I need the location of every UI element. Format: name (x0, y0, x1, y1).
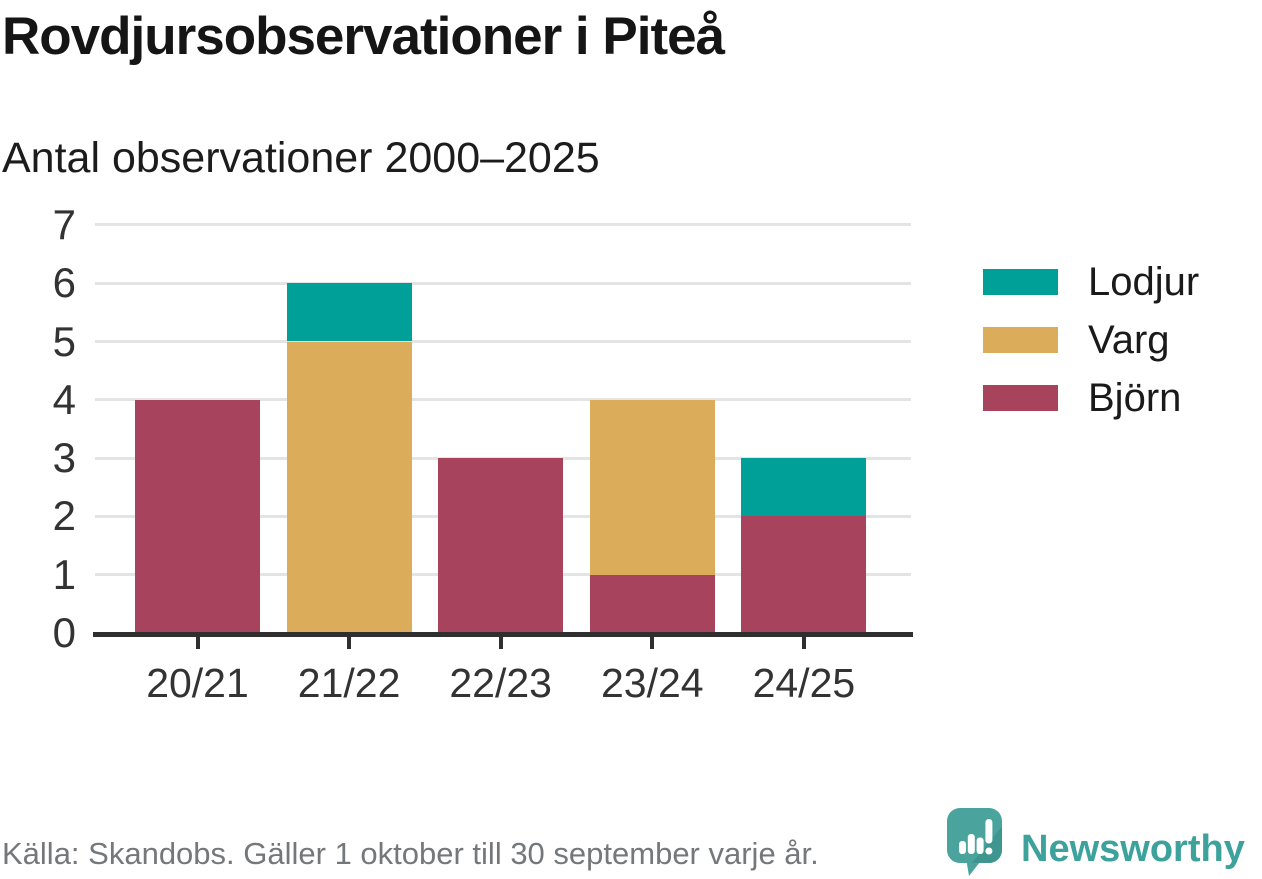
x-axis-tick (801, 636, 806, 649)
gridline (95, 281, 911, 285)
legend-label: Lodjur (1088, 259, 1200, 304)
brand: Newsworthy (946, 806, 1245, 878)
legend-label: Björn (1088, 375, 1182, 420)
chart-title: Rovdjursobservationer i Piteå (2, 7, 725, 66)
x-axis-line (93, 632, 913, 637)
y-axis-tick-label: 6 (52, 259, 76, 307)
x-axis-tick-label: 23/24 (600, 660, 704, 706)
y-axis-tick-label: 4 (52, 375, 76, 423)
legend-label: Varg (1088, 317, 1170, 362)
x-axis-tick (347, 636, 352, 649)
legend-swatch (983, 269, 1058, 295)
x-axis-tick-label: 21/22 (297, 660, 401, 706)
gridline (95, 398, 911, 402)
legend-item-varg: Varg (983, 318, 1199, 362)
y-axis-tick-label: 2 (52, 492, 76, 540)
y-axis-tick-label: 5 (52, 317, 76, 365)
bar-segment-23-24-varg (589, 399, 715, 575)
legend-item-bjrn: Björn (983, 376, 1199, 420)
gridline (95, 340, 911, 343)
bar-segment-22-23-björn (438, 458, 564, 633)
x-axis-tick (498, 636, 503, 649)
bar-segment-21-22-lodjur (286, 283, 412, 342)
bar-segment-21-22-varg (286, 341, 412, 633)
legend-swatch (983, 327, 1058, 353)
brand-wordmark: Newsworthy (1021, 828, 1245, 870)
y-axis-tick-label: 7 (52, 200, 76, 248)
bar-segment-20-21-björn (135, 399, 260, 633)
x-axis-tick (650, 636, 655, 649)
y-axis-tick-label: 3 (52, 434, 76, 482)
chart-subtitle: Antal observationer 2000–2025 (2, 134, 600, 182)
bar-segment-24-25-björn (741, 516, 867, 633)
y-axis-tick-label: 1 (52, 550, 76, 598)
x-axis-tick (195, 636, 200, 649)
source-note: Källa: Skandobs. Gäller 1 oktober till 3… (2, 836, 819, 871)
legend-swatch (983, 385, 1058, 411)
x-axis-tick-label: 22/23 (449, 660, 552, 706)
bar-segment-24-25-lodjur (741, 458, 867, 517)
newsworthy-logo-icon (947, 808, 1002, 876)
x-axis-tick-label: 24/25 (752, 660, 856, 706)
bar-segment-23-24-björn (589, 574, 715, 633)
legend: Lodjur Varg Björn (983, 260, 1199, 443)
legend-item-lodjur: Lodjur (983, 260, 1199, 304)
x-axis-tick-label: 20/21 (146, 660, 249, 706)
gridline (95, 223, 911, 227)
y-axis-tick-label: 0 (52, 609, 76, 656)
